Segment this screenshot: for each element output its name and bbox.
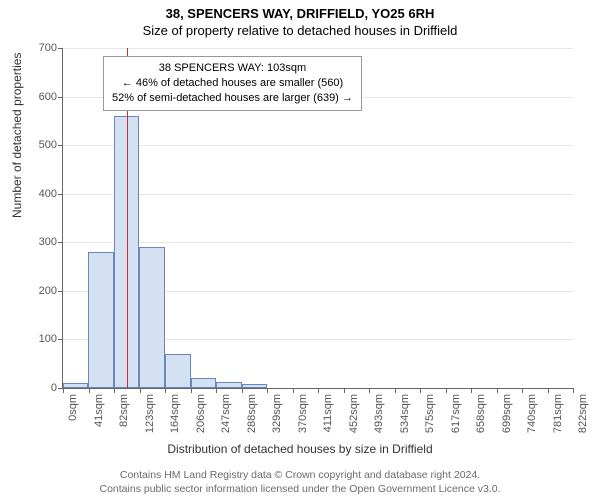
plot-area: 01002003004005006007000sqm41sqm82sqm123s…	[62, 48, 573, 389]
y-axis-label: Number of detached properties	[10, 53, 24, 218]
ytick-mark	[58, 48, 63, 49]
xtick-label: 452sqm	[348, 394, 360, 433]
ytick-label: 600	[39, 91, 57, 103]
ytick-label: 700	[39, 42, 57, 54]
xtick-mark	[471, 388, 472, 393]
xtick-label: 617sqm	[450, 394, 462, 433]
xtick-mark	[165, 388, 166, 393]
xtick-mark	[344, 388, 345, 393]
gridline	[63, 242, 573, 243]
xtick-mark	[242, 388, 243, 393]
gridline	[63, 194, 573, 195]
xtick-label: 206sqm	[195, 394, 207, 433]
xtick-mark	[369, 388, 370, 393]
xtick-label: 82sqm	[118, 394, 130, 427]
histogram-bar	[88, 252, 113, 388]
xtick-label: 164sqm	[169, 394, 181, 433]
xtick-mark	[497, 388, 498, 393]
xtick-mark	[89, 388, 90, 393]
ytick-mark	[58, 339, 63, 340]
footer-line-1: Contains HM Land Registry data © Crown c…	[0, 468, 600, 482]
xtick-mark	[293, 388, 294, 393]
annotation-line-2: ← 46% of detached houses are smaller (56…	[112, 76, 353, 91]
histogram-bar	[139, 247, 164, 388]
xtick-label: 699sqm	[501, 394, 513, 433]
histogram-bar	[63, 383, 88, 388]
ytick-label: 0	[51, 382, 57, 394]
xtick-label: 575sqm	[424, 394, 436, 433]
xtick-label: 822sqm	[577, 394, 589, 433]
gridline	[63, 48, 573, 49]
xtick-mark	[573, 388, 574, 393]
xtick-label: 41sqm	[93, 394, 105, 427]
xtick-mark	[63, 388, 64, 393]
annotation-line-3: 52% of semi-detached houses are larger (…	[112, 91, 353, 106]
footer-line-2: Contains public sector information licen…	[0, 482, 600, 496]
x-axis-label: Distribution of detached houses by size …	[0, 442, 600, 456]
xtick-label: 493sqm	[373, 394, 385, 433]
xtick-label: 740sqm	[526, 394, 538, 433]
xtick-mark	[114, 388, 115, 393]
xtick-mark	[395, 388, 396, 393]
xtick-mark	[216, 388, 217, 393]
xtick-label: 123sqm	[144, 394, 156, 433]
ytick-mark	[58, 97, 63, 98]
ytick-mark	[58, 291, 63, 292]
xtick-label: 370sqm	[297, 394, 309, 433]
gridline	[63, 145, 573, 146]
ytick-label: 400	[39, 188, 57, 200]
histogram-bar	[216, 382, 241, 388]
xtick-label: 288sqm	[246, 394, 258, 433]
ytick-label: 100	[39, 333, 57, 345]
ytick-mark	[58, 145, 63, 146]
chart-title: Size of property relative to detached ho…	[0, 21, 600, 38]
xtick-label: 247sqm	[220, 394, 232, 433]
xtick-mark	[446, 388, 447, 393]
xtick-mark	[522, 388, 523, 393]
xtick-label: 0sqm	[67, 394, 79, 421]
ytick-label: 500	[39, 139, 57, 151]
property-annotation: 38 SPENCERS WAY: 103sqm ← 46% of detache…	[103, 56, 362, 111]
ytick-mark	[58, 194, 63, 195]
histogram-bar	[191, 378, 216, 388]
xtick-label: 534sqm	[399, 394, 411, 433]
xtick-label: 411sqm	[322, 394, 334, 432]
address-title: 38, SPENCERS WAY, DRIFFIELD, YO25 6RH	[0, 0, 600, 21]
xtick-mark	[318, 388, 319, 393]
xtick-mark	[140, 388, 141, 393]
chart-area: 01002003004005006007000sqm41sqm82sqm123s…	[62, 48, 572, 388]
ytick-label: 300	[39, 236, 57, 248]
xtick-label: 658sqm	[475, 394, 487, 433]
xtick-label: 329sqm	[271, 394, 283, 433]
histogram-bar	[165, 354, 191, 388]
xtick-mark	[420, 388, 421, 393]
xtick-mark	[548, 388, 549, 393]
ytick-mark	[58, 242, 63, 243]
ytick-label: 200	[39, 285, 57, 297]
footer-attribution: Contains HM Land Registry data © Crown c…	[0, 468, 600, 496]
chart-container: 38, SPENCERS WAY, DRIFFIELD, YO25 6RH Si…	[0, 0, 600, 500]
xtick-mark	[191, 388, 192, 393]
xtick-label: 781sqm	[552, 394, 564, 433]
histogram-bar	[242, 384, 267, 388]
annotation-line-1: 38 SPENCERS WAY: 103sqm	[112, 61, 353, 76]
xtick-mark	[267, 388, 268, 393]
